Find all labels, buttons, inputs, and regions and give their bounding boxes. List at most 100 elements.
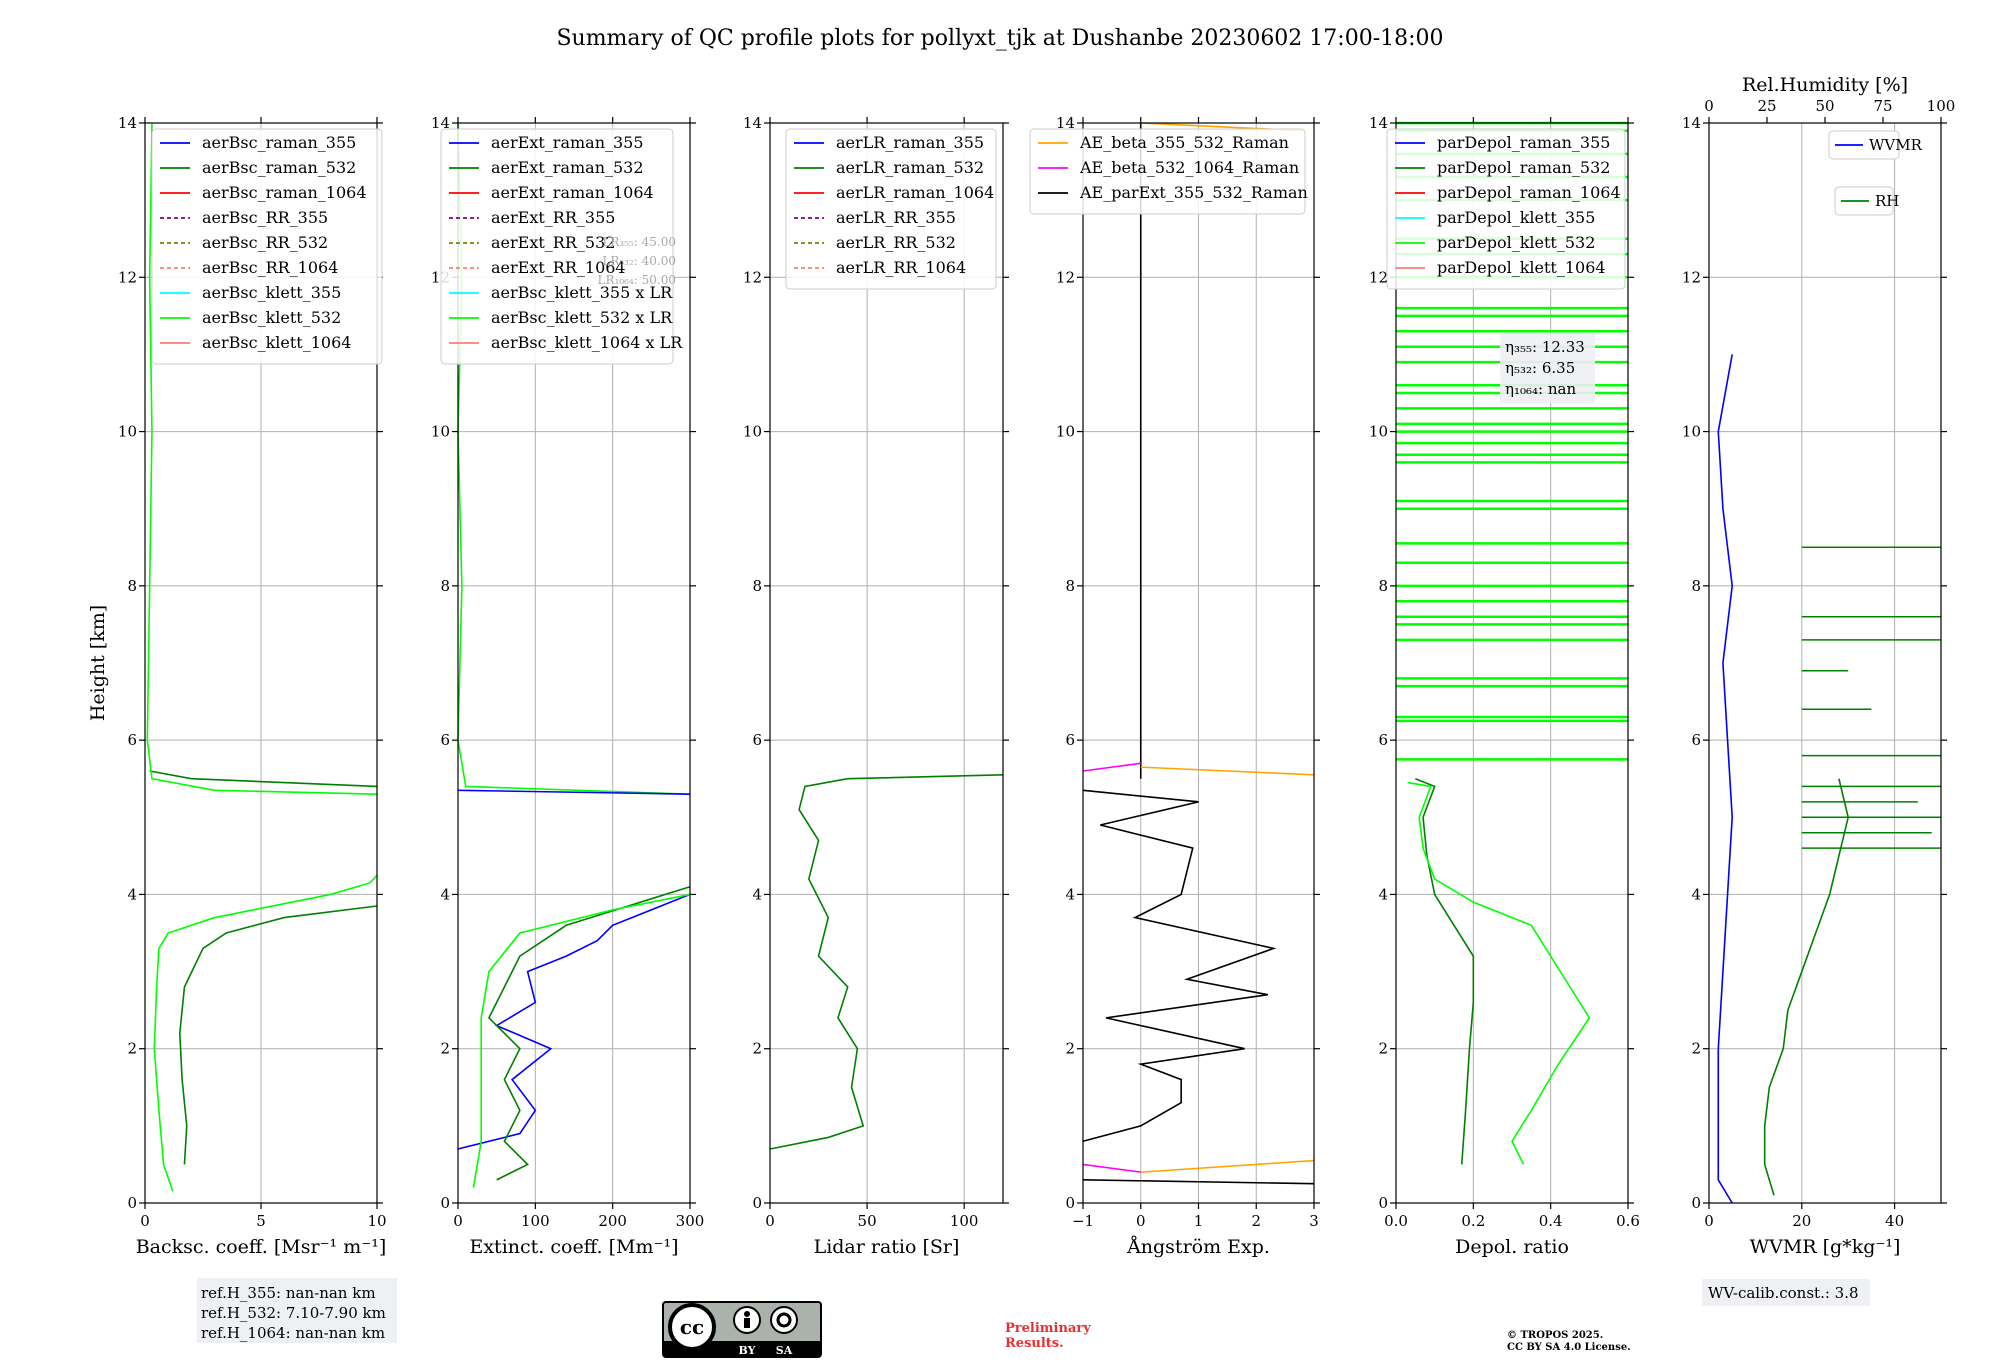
series-aerExt_raman_355: [457, 893, 691, 1150]
y-tick-label: 10: [1056, 423, 1075, 441]
y-tick-label: 14: [1682, 114, 1701, 132]
y-tick-label: 8: [1378, 577, 1388, 595]
axes-frame: [1395, 122, 1629, 1204]
y-tick-label: 0: [1065, 1194, 1075, 1212]
y-tick-label: 4: [1065, 885, 1075, 903]
legend-label-aerBsc_klett_355: aerBsc_klett_355: [202, 283, 341, 302]
legend: aerBsc_raman_355 aerBsc_raman_532 aerBsc_r…: [151, 128, 383, 365]
y-tick-label: 2: [440, 1040, 450, 1058]
y-tick-label: 10: [118, 423, 137, 441]
y-tick-label: 10: [743, 423, 762, 441]
series-group: [1082, 122, 1315, 1185]
x2-axis-label: Rel.Humidity [%]: [1742, 74, 1908, 96]
legend-box: [151, 128, 383, 365]
y-tick-label: 8: [752, 577, 762, 595]
legend-box: [785, 128, 997, 290]
series-AE_low_black: [1082, 1179, 1315, 1185]
y-tick-label: 6: [127, 731, 137, 749]
legend-label-aerBsc_RR_1064: aerBsc_RR_1064: [202, 258, 338, 277]
series-aerBsc_klett_532_upper: [146, 122, 378, 795]
cc-icon-letters: cc: [680, 1315, 704, 1339]
preliminary-label: Preliminary: [1005, 1321, 1091, 1336]
y-tick-label: 14: [743, 114, 762, 132]
eta-label: η₁₀₆₄: nan: [1505, 380, 1576, 398]
x-axis-label: Backsc. coeff. [Msr⁻¹ m⁻¹]: [136, 1236, 387, 1258]
panel-5: 0 2 4 6 8 10 12 14 0.0 0.2 0.4 0.6 Depol. ratio parDe…: [1369, 114, 1640, 1258]
x2-tick-label: 25: [1757, 97, 1776, 115]
figure-title: Summary of QC profile plots for pollyxt_…: [556, 26, 1443, 51]
y-tick-label: 10: [1682, 423, 1701, 441]
wv-calib-label: WV-calib.const.: 3.8: [1708, 1284, 1859, 1302]
legend-label-aerBsc_RR_532: aerBsc_RR_532: [202, 233, 328, 252]
x-tick-label: 50: [858, 1212, 877, 1230]
x-axis-label: Ångström Exp.: [1126, 1236, 1270, 1258]
legend-box: [1828, 130, 1900, 160]
legend-label-parDepol_klett_355: parDepol_klett_355: [1437, 208, 1595, 227]
legend-label-parDepol_klett_532: parDepol_klett_532: [1437, 233, 1595, 252]
axes-frame: [769, 122, 1004, 1204]
y-tick-label: 6: [440, 731, 450, 749]
series-aerExt_raman_532: [487, 885, 691, 1181]
y-tick-label: 12: [118, 268, 137, 286]
y-tick-label: 6: [752, 731, 762, 749]
x-tick-label: 0: [453, 1212, 463, 1230]
copyright-line: © TROPOS 2025.: [1507, 1330, 1603, 1341]
x-tick-label: 1: [1194, 1212, 1204, 1230]
x-tick-label: 300: [676, 1212, 705, 1230]
panel-1: 0 2 4 6 8 10 12 14 0 5 10 Backsc. coeff. [Msr⁻¹ m⁻¹…: [87, 114, 387, 1258]
x2-tick-label: 75: [1873, 97, 1892, 115]
ref-line-355: ref.H_355: nan-nan km: [201, 1284, 376, 1302]
y-tick-label: 6: [1378, 731, 1388, 749]
x-axis-label: WVMR [g*kg⁻¹]: [1750, 1236, 1901, 1258]
y-tick-label: 8: [127, 577, 137, 595]
legend-label-aerLR_raman_355: aerLR_raman_355: [836, 133, 984, 152]
x-axis-label: Depol. ratio: [1455, 1236, 1569, 1258]
y-tick-label: 6: [1691, 731, 1701, 749]
lidar-ratio-annotation: LR₁₀₆₄: 50.00: [598, 273, 676, 287]
y-tick-label: 14: [1369, 114, 1388, 132]
eta-label: η₅₃₂: 6.35: [1505, 359, 1575, 377]
legend-label-aerBsc_raman_1064: aerBsc_raman_1064: [202, 183, 367, 202]
lidar-ratio-annotation: LR₃₅₅: 45.00: [602, 235, 676, 249]
lidar-ratio-annotation: LR₅₃₂: 40.00: [602, 254, 676, 268]
y-tick-label: 8: [440, 577, 450, 595]
y-tick-label: 2: [127, 1040, 137, 1058]
y-tick-label: 0: [127, 1194, 137, 1212]
legend: AE_beta_355_532_Raman AE_beta_532_1064_Ra…: [1029, 128, 1308, 215]
eta-box: [1500, 333, 1595, 403]
legend-label-aerLR_RR_532: aerLR_RR_532: [836, 233, 956, 252]
cc-sa-label: SA: [776, 1344, 793, 1357]
legend-box: [1386, 128, 1626, 290]
series-AE_beta_355_532_Raman: [1140, 766, 1315, 776]
series-RH: [1763, 778, 1850, 1196]
series-WVMR: [1717, 354, 1734, 1204]
sa-icon: [770, 1306, 798, 1334]
legend-label-parDepol_raman_532: parDepol_raman_532: [1437, 158, 1610, 177]
y-tick-label: 8: [1065, 577, 1075, 595]
series-aerBsc_raman_532_upper: [149, 770, 378, 788]
x-tick-label: 0: [765, 1212, 775, 1230]
series-upper355: [457, 789, 691, 795]
y-tick-label: 14: [1056, 114, 1075, 132]
legend-label-AE_parExt_355_532_Raman: AE_parExt_355_532_Raman: [1079, 183, 1308, 202]
legend: parDepol_raman_355 parDepol_raman_532 parD…: [1386, 128, 1626, 290]
y-tick-label: 0: [752, 1194, 762, 1212]
legend-label-aerBsc_RR_355: aerBsc_RR_355: [202, 208, 328, 227]
y-tick-label: 0: [1378, 1194, 1388, 1212]
x2-tick-label: 100: [1927, 97, 1956, 115]
legend-label-AE_beta_355_532_Raman: AE_beta_355_532_Raman: [1079, 133, 1289, 152]
y-tick-label: 0: [440, 1194, 450, 1212]
y-tick-label: 2: [752, 1040, 762, 1058]
legend-label-AE_beta_532_1064_Raman: AE_beta_532_1064_Raman: [1079, 158, 1299, 177]
legend-label-aerBsc_raman_355: aerBsc_raman_355: [202, 133, 356, 152]
x-tick-label: 100: [521, 1212, 550, 1230]
x-tick-label: 0.6: [1616, 1212, 1640, 1230]
series-AE_parExt_355_532_Raman: [1082, 789, 1277, 1143]
cc-license-badge: cc BY SA: [662, 1301, 822, 1358]
y-tick-label: 6: [1065, 731, 1075, 749]
x-tick-label: 0.2: [1461, 1212, 1485, 1230]
legend-label-aerExt_RR_532: aerExt_RR_532: [491, 233, 615, 252]
series-group: [146, 122, 378, 1192]
series-parDepol_klett_532: [1407, 781, 1591, 1165]
